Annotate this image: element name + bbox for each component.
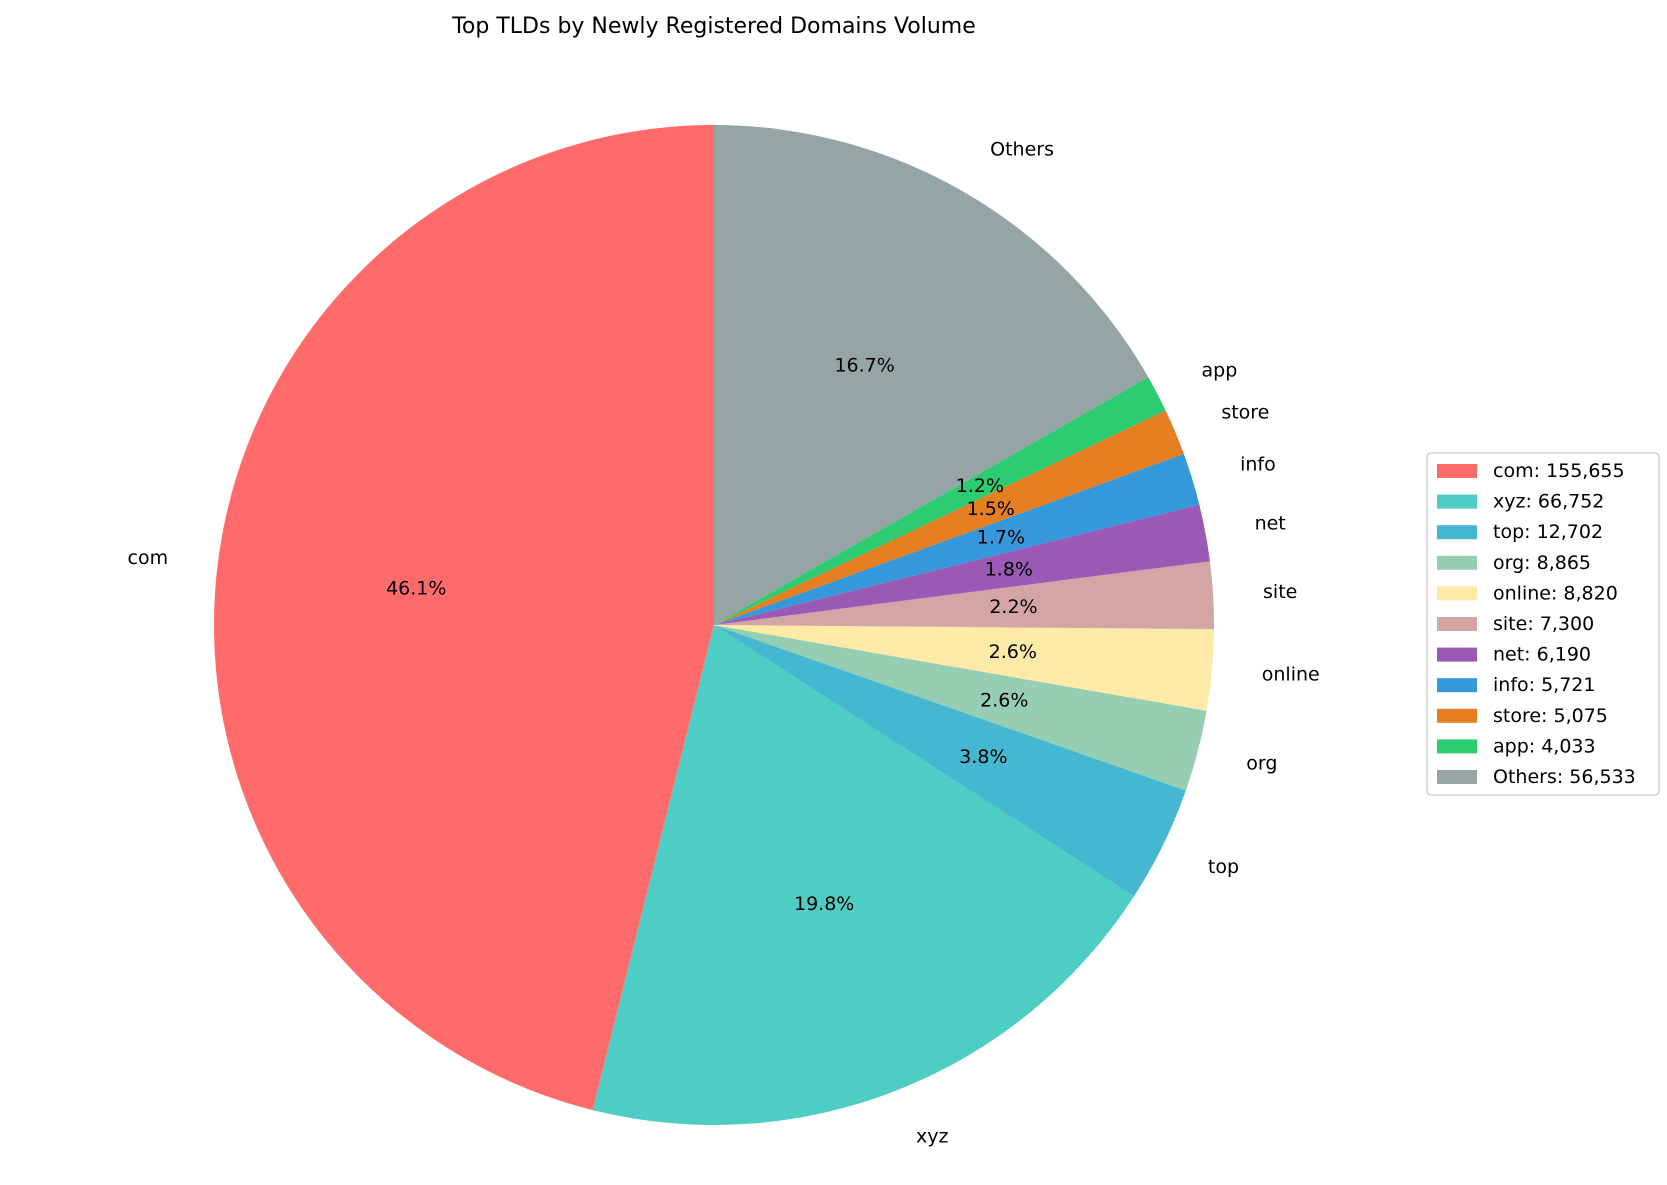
slice-label-com: com [128, 547, 169, 569]
slice-percent-net: 1.8% [985, 559, 1033, 581]
slice-percent-xyz: 19.8% [794, 893, 854, 915]
pie-slice-top [714, 625, 1186, 897]
legend-swatch-site [1437, 617, 1477, 631]
legend-swatch-com [1437, 464, 1477, 478]
pie-slice-com [213, 125, 714, 1111]
legend-swatch-org [1437, 555, 1477, 570]
slice-percent-online: 2.6% [989, 641, 1037, 663]
legend-swatch-online [1437, 586, 1477, 601]
pie-slice-org [714, 625, 1207, 791]
slice-label-info: info [1240, 454, 1276, 476]
slice-label-org: org [1246, 753, 1277, 775]
legend-swatch-xyz [1437, 494, 1477, 509]
legend-swatch-net [1437, 647, 1477, 662]
pie-slice-xyz [592, 625, 1134, 1125]
legend-label-online: online: 8,820 [1493, 582, 1618, 604]
legend-label-com: com: 155,655 [1493, 460, 1625, 482]
pie-slice-others [714, 125, 1149, 625]
slice-percent-app: 1.2% [956, 475, 1004, 497]
slice-percent-labels: 46.1% 19.8% 3.8% 2.6% 2.6% 2.2% 1.8% 1.7% 1.5%1.… [386, 355, 1038, 915]
slice-label-net: net [1255, 513, 1286, 535]
slice-percent-store: 1.5% [967, 498, 1015, 520]
slice-percent-com: 46.1% [386, 577, 446, 599]
slice-percent-org: 2.6% [980, 690, 1028, 712]
legend-label-net: net: 6,190 [1493, 644, 1591, 666]
slice-percent-info: 1.7% [977, 526, 1025, 548]
legend-label-store: store: 5,075 [1493, 705, 1608, 727]
slice-label-store: store [1221, 402, 1269, 424]
legend: com: 155,655 xyz: 66,752 top: 12,702 org: 8… [1426, 452, 1660, 796]
slice-label-others: Others [990, 138, 1054, 160]
slice-labels: com xyz top org online site net info store app Oth… [128, 138, 1320, 1147]
legend-swatch-store [1437, 708, 1477, 723]
slice-percent-top: 3.8% [959, 746, 1007, 768]
pie-slice-store [714, 410, 1184, 625]
slice-label-top: top [1208, 856, 1239, 878]
slice-label-xyz: xyz [916, 1126, 948, 1148]
chart-title: Top TLDs by Newly Registered Domains Vol… [451, 14, 976, 39]
legend-label-xyz: xyz: 66,752 [1493, 491, 1604, 513]
legend-swatch-top [1437, 525, 1477, 540]
legend-label-info: info: 5,721 [1493, 674, 1595, 696]
legend-swatch-app [1437, 739, 1477, 754]
pie-slice-app [714, 377, 1166, 625]
pie-slice-net [714, 504, 1210, 625]
legend-label-top: top: 12,702 [1493, 521, 1603, 543]
legend-label-org: org: 8,865 [1493, 552, 1591, 574]
slice-percent-others: 16.7% [834, 355, 894, 377]
slice-label-app: app [1202, 359, 1238, 381]
pie-slice-online [714, 625, 1214, 711]
legend-label-site: site: 7,300 [1493, 613, 1594, 635]
legend-frame [1426, 452, 1660, 796]
legend-swatch-others [1437, 770, 1477, 784]
pie-slice-info [714, 453, 1200, 625]
legend-swatch-info [1437, 678, 1477, 693]
slice-label-online: online [1262, 664, 1320, 686]
pie-slice-site [714, 561, 1214, 630]
pie-slices [213, 125, 1214, 1125]
slice-label-site: site [1263, 581, 1297, 603]
legend-label-app: app: 4,033 [1493, 735, 1596, 757]
slice-percent-site: 2.2% [989, 596, 1037, 618]
legend-label-others: Others: 56,533 [1493, 766, 1636, 788]
